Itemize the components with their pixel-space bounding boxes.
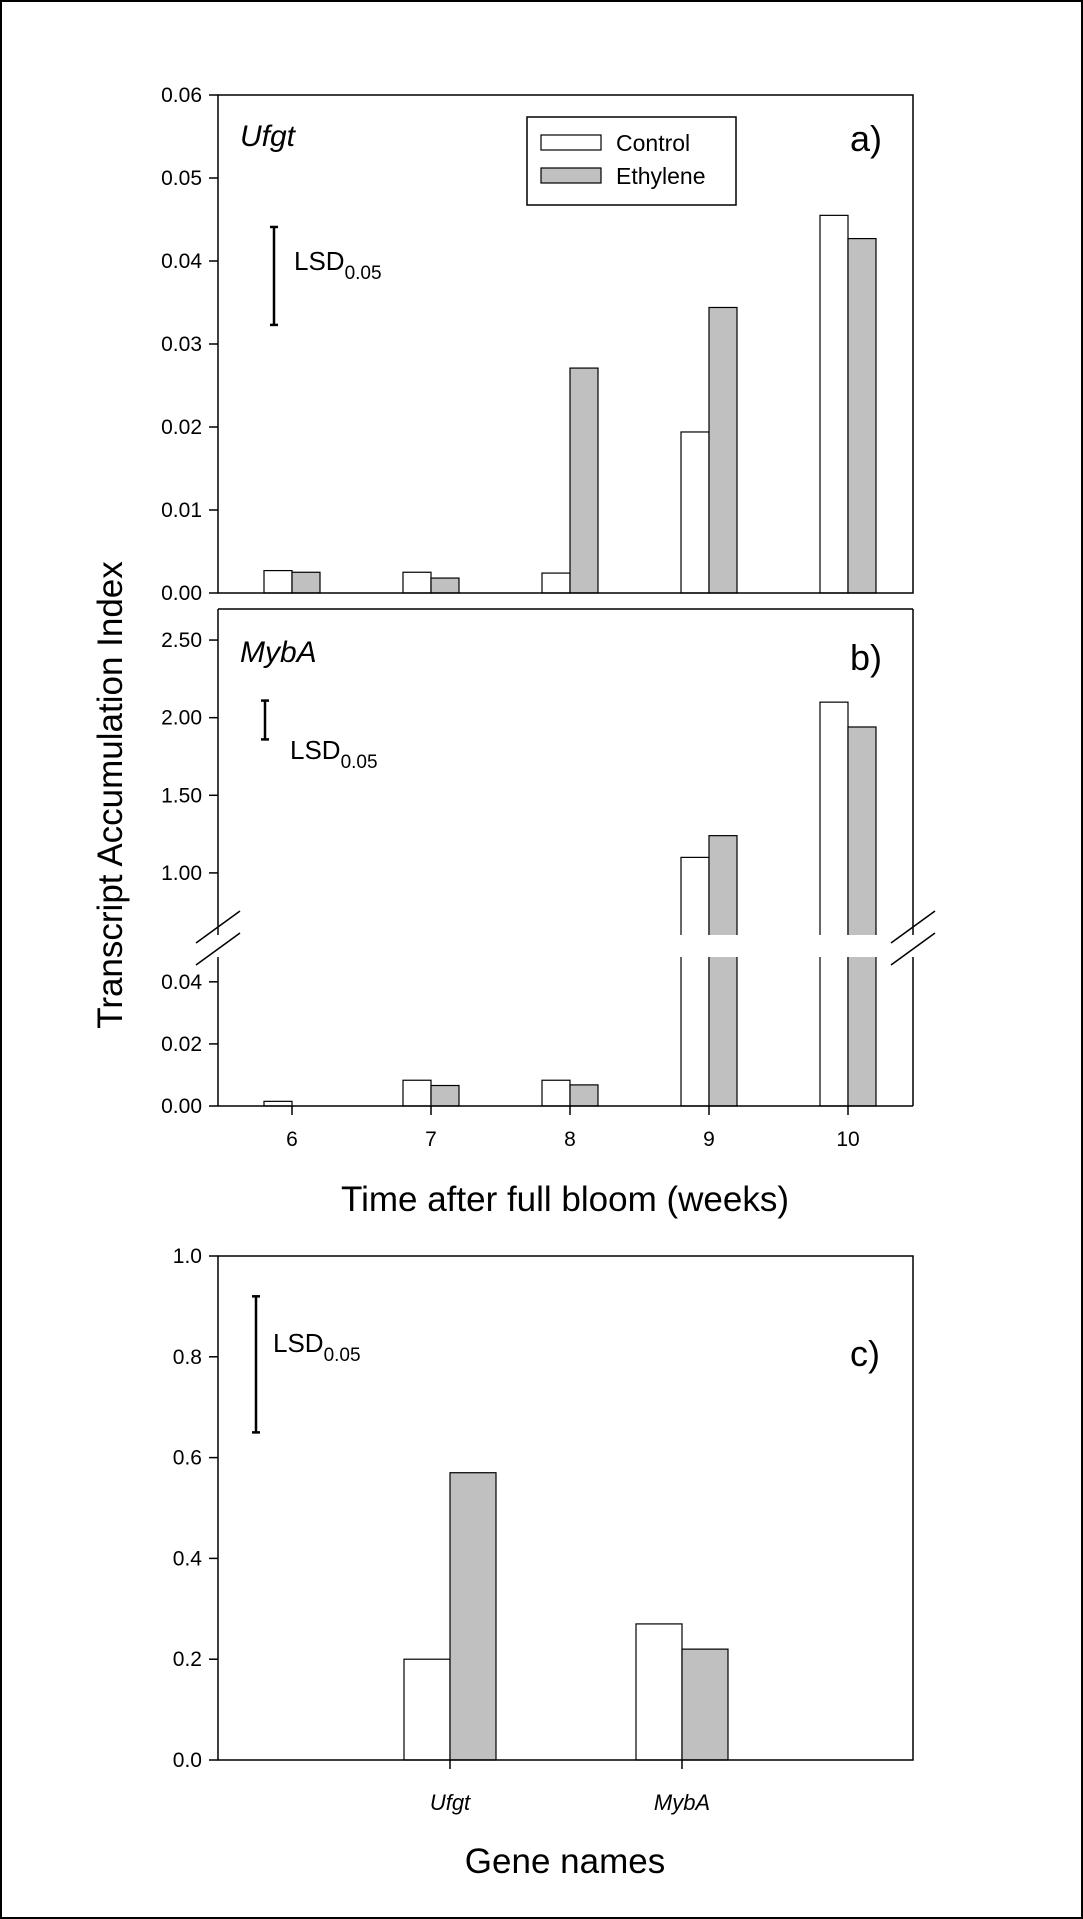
panel-b-bar-control-week-8: [541, 1079, 571, 1107]
panel-c-y-tick-label: 0.8: [173, 1346, 202, 1369]
panel-c-y-tick-label: 0.2: [173, 1648, 202, 1671]
panel-a-bar-ethylene-week-10: [847, 237, 877, 594]
panel-c-x-tick-label: MybA: [654, 1790, 710, 1815]
panel-b-bar-ethylene-week-9: [708, 835, 738, 1107]
panel-c-x-axis-title: Gene names: [465, 1842, 665, 1881]
panel-b-lsd-label: LSD0.05: [290, 735, 378, 773]
panel-c-y-tick-label: 1.0: [173, 1245, 202, 1268]
panel-c-y-tick-label: 0.6: [173, 1447, 202, 1470]
panel-b-axis-break: [677, 935, 880, 957]
panel-c-lsd-label: LSD0.05: [273, 1328, 361, 1366]
panel-a-y-tick-label: 0.06: [161, 84, 202, 107]
panel-b-bar-control-week-9: [680, 856, 710, 1107]
panel-b-bar-ethylene-week-8: [569, 1084, 599, 1107]
panel-b-label: b): [850, 637, 882, 678]
panel-b-y-ticks: 0.00 0.02 0.04 1.00 1.50 2.00 2.50: [161, 629, 218, 1118]
panel-a-y-tick-label: 0.05: [161, 167, 202, 190]
panel-b-y-tick-label: 1.00: [161, 862, 202, 885]
legend: Control Ethylene: [526, 116, 737, 206]
panel-c-marks: [403, 1472, 729, 1761]
panel-c-bar-ethylene-myba: [681, 1648, 729, 1761]
panel-a-bar-control-week-9: [680, 431, 710, 594]
panel-a-bar-control-week-10: [819, 214, 849, 594]
panel-a-gene-title: Ufgt: [240, 120, 297, 153]
panel-a-y-ticks: 0.00 0.01 0.02 0.03 0.04 0.05 0.06: [161, 84, 218, 605]
panel-b-bar-ethylene-week-7: [430, 1084, 460, 1107]
panel-c-x-tick-label: Ufgt: [430, 1790, 471, 1815]
panel-b-bar-control-week-10: [819, 701, 849, 1107]
y-axis-title: Transcript Accumulation Index: [91, 561, 130, 1029]
legend-control-swatch: [540, 134, 602, 151]
panel-c-bar-control-myba: [635, 1623, 683, 1761]
panel-c-y-tick-label: 0.4: [173, 1547, 203, 1570]
panel-a-bar-control-week-6: [263, 569, 293, 594]
panel-c-label: c): [850, 1333, 880, 1374]
panel-b-y-tick-label: 1.50: [161, 784, 202, 807]
panel-a-y-tick-label: 0.04: [161, 250, 202, 273]
panel-c-x-ticks: Ufgt MybA: [430, 1760, 710, 1815]
panel-b-break-gap-week-9: [677, 935, 741, 957]
panel-c-frame: [217, 1255, 914, 1761]
panel-c: 0.0 0.2 0.4 0.6 0.8 1.0 Ufgt MybA c) LSD0.05 G…: [173, 1245, 914, 1881]
panel-a-y-tick-label: 0.01: [161, 499, 202, 522]
panel-b-x-tick-label: 6: [286, 1128, 298, 1151]
legend-control-label: Control: [616, 130, 690, 156]
panel-a-bar-control-week-8: [541, 572, 571, 594]
panel-a-y-tick-label: 0.02: [161, 416, 202, 439]
panel-b-y-tick-label: 2.00: [161, 707, 202, 730]
panel-c-lsd: LSD0.05: [252, 1295, 361, 1434]
legend-ethylene-swatch: [540, 167, 602, 184]
panel-a-lsd: LSD0.05: [270, 225, 382, 327]
panel-b-break-mark-right-1: [890, 910, 936, 944]
panel-a-bar-control-week-7: [402, 571, 432, 594]
panel-b-break-gap-week-10: [816, 935, 880, 957]
panel-b-x-axis-title: Time after full bloom (weeks): [341, 1180, 789, 1219]
panel-b-break-mark-left-1: [195, 910, 241, 944]
panel-a-bar-ethylene-week-7: [430, 577, 460, 594]
legend-ethylene-label: Ethylene: [616, 163, 706, 189]
panel-a-marks: [263, 214, 877, 594]
panel-b-bar-ethylene-week-10: [847, 726, 877, 1107]
panel-a-lsd-label: LSD0.05: [294, 246, 382, 284]
panel-b-x-ticks: 6 7 8 9 10: [286, 1106, 860, 1151]
panel-b-x-tick-label: 9: [703, 1128, 715, 1151]
panel-b-break-mark-left-2: [195, 932, 241, 966]
panel-b-x-tick-label: 7: [425, 1128, 437, 1151]
panel-b-break-mark-right-2: [890, 932, 936, 966]
panel-a-bar-ethylene-week-8: [569, 367, 599, 594]
panel-c-bar-ethylene-ufgt: [449, 1472, 497, 1761]
panel-b-marks: [263, 701, 877, 1107]
panel-b-lsd: LSD0.05: [261, 699, 378, 773]
panel-b-x-tick-label: 10: [836, 1128, 859, 1151]
panel-a-y-tick-label: 0.00: [161, 582, 202, 605]
panel-c-y-ticks: 0.0 0.2 0.4 0.6 0.8 1.0: [173, 1245, 218, 1772]
panel-b-x-tick-label: 8: [564, 1128, 576, 1151]
legend-box: [526, 116, 737, 206]
panel-b-y-tick-label: 0.00: [161, 1095, 202, 1118]
panel-a: 0.00 0.01 0.02 0.03 0.04 0.05 0.06 Ufgt a) Con…: [161, 84, 914, 605]
panel-b-gene-title: MybA: [240, 636, 317, 669]
panel-c-bar-control-ufgt: [403, 1658, 451, 1761]
panel-a-bar-ethylene-week-9: [708, 306, 738, 594]
panel-b-y-tick-label: 2.50: [161, 629, 202, 652]
panel-b-bar-control-week-7: [402, 1079, 432, 1107]
panel-b-y-tick-label: 0.02: [161, 1033, 202, 1056]
panel-a-y-tick-label: 0.03: [161, 333, 202, 356]
panel-b: 0.00 0.02 0.04 1.00 1.50 2.00 2.50 6 7 8 9 10 MybA…: [161, 608, 936, 1219]
panel-a-label: a): [850, 118, 882, 159]
panel-a-bar-ethylene-week-6: [291, 571, 321, 594]
panel-c-y-tick-label: 0.0: [173, 1749, 202, 1772]
panel-b-y-tick-label: 0.04: [161, 971, 202, 994]
